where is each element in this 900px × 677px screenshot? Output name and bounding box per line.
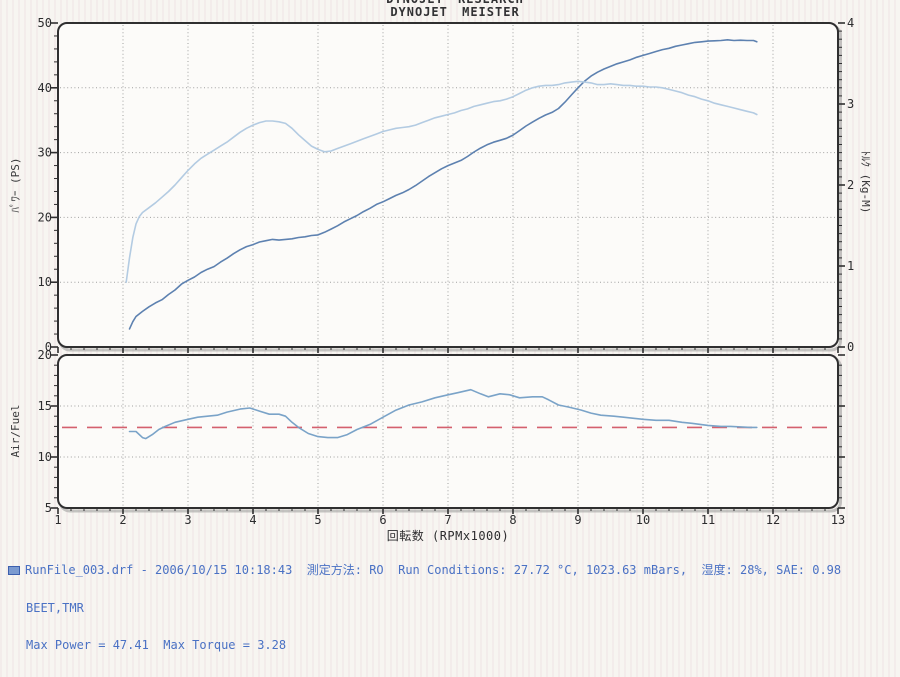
air-fuel-plot-area bbox=[58, 355, 838, 508]
rpm-tick-label: 11 bbox=[701, 513, 715, 527]
air-fuel-ratio-curve bbox=[128, 388, 758, 440]
title-line-meister: DYNOJET MEISTER bbox=[390, 5, 520, 19]
rpm-tick-label: 7 bbox=[444, 513, 451, 527]
max-results-text: Max Power = 47.41 Max Torque = 3.28 bbox=[26, 638, 287, 652]
rpm-tick-label: 8 bbox=[509, 513, 516, 527]
dyno-power-torque-ytick-label-left: 20 bbox=[38, 210, 52, 224]
power-axis-label: ﾊﾟﾜｰ (PS) bbox=[9, 157, 22, 213]
air-fuel-ytick-label-left: 5 bbox=[45, 501, 52, 515]
dyno-power-torque-plot-area bbox=[58, 23, 838, 347]
rpm-tick-label: 4 bbox=[249, 513, 256, 527]
dyno-power-torque-ytick-label-left: 50 bbox=[38, 16, 52, 30]
status-block: RunFile_003.drf - 2006/10/15 10:18:43 測定… bbox=[8, 539, 841, 677]
dyno-power-torque-ytick-label-right: 2 bbox=[847, 178, 854, 192]
air-fuel-ytick-label-left: 20 bbox=[38, 348, 52, 362]
dyno-power-torque-ytick-label-left: 10 bbox=[38, 275, 52, 289]
title-line-research: DYNOJET RESEARCH bbox=[155, 0, 755, 6]
rpm-tick-label: 5 bbox=[314, 513, 321, 527]
torque-kgm-curve bbox=[125, 80, 758, 284]
dyno-power-torque-ytick-label-right: 1 bbox=[847, 259, 854, 273]
runfile-info-text: RunFile_003.drf - 2006/10/15 10:18:43 測定… bbox=[25, 563, 842, 577]
dyno-power-torque-ytick-label-left: 30 bbox=[38, 146, 52, 160]
airfuel-axis-label: Air/Fuel bbox=[9, 404, 22, 458]
rpm-tick-label: 3 bbox=[184, 513, 191, 527]
rpm-tick-label: 9 bbox=[574, 513, 581, 527]
rpm-tick-label: 12 bbox=[766, 513, 780, 527]
setup-info-text: BEET,TMR bbox=[26, 600, 84, 615]
power-ps-curve bbox=[128, 38, 758, 330]
dyno-software-window: 0 10 20 30 40 50 0 1 2 3 4 5 10 15 20 1 2 3 4 5 6 7 8 9 10 11 12 13… bbox=[8, 0, 872, 651]
runfile-color-chip-icon bbox=[8, 565, 20, 575]
dyno-power-torque-ytick-label-left: 0 bbox=[45, 340, 52, 354]
air-fuel-ytick-label-left: 15 bbox=[38, 399, 52, 413]
rpm-axis-title: 回転数 (RPMx1000) bbox=[386, 529, 510, 543]
rpm-tick-label: 1 bbox=[54, 513, 61, 527]
rpm-tick-label: 10 bbox=[636, 513, 650, 527]
runfile-status-line: RunFile_003.drf - 2006/10/15 10:18:43 測定… bbox=[8, 564, 841, 577]
dyno-power-torque-ytick-label-left: 40 bbox=[38, 81, 52, 95]
chart-title: DYNOJET RESEARCH DYNOJET MEISTER bbox=[155, 0, 755, 19]
rpm-tick-label: 6 bbox=[379, 513, 386, 527]
dyno-power-torque-ytick-label-right: 3 bbox=[847, 97, 854, 111]
torque-axis-label: ﾄﾙｸ (Kg-M) bbox=[859, 150, 872, 214]
rpm-tick-label: 13 bbox=[831, 513, 845, 527]
dyno-power-torque-ytick-label-right: 4 bbox=[847, 16, 854, 30]
air-fuel-ytick-label-left: 10 bbox=[38, 450, 52, 464]
dyno-power-torque-ytick-label-right: 0 bbox=[847, 340, 854, 354]
rpm-tick-label: 2 bbox=[119, 513, 126, 527]
